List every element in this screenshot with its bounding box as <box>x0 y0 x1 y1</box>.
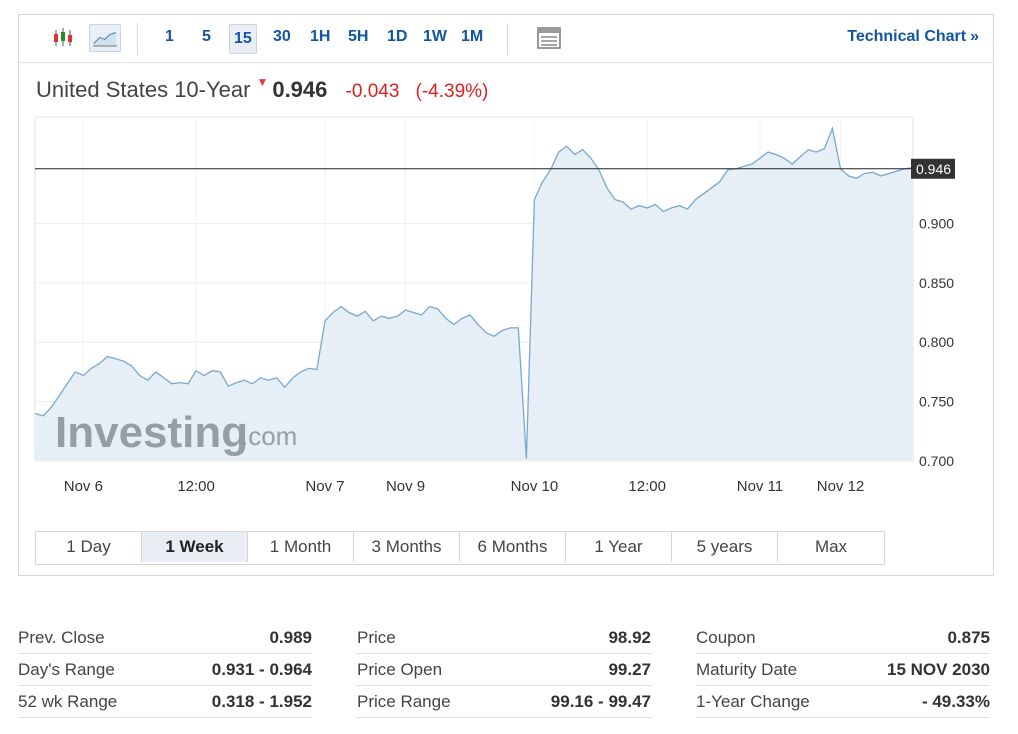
table-icon[interactable] <box>533 24 565 52</box>
stat-label: Coupon <box>696 628 756 647</box>
range-3-months[interactable]: 3 Months <box>354 532 460 562</box>
stat-value: 99.27 <box>608 660 651 679</box>
stat-label: 1-Year Change <box>696 692 810 711</box>
instrument-name: United States 10-Year <box>36 77 251 102</box>
y-axis: 0.900 0.850 0.800 0.750 0.700 <box>919 215 954 469</box>
stat-value: 98.92 <box>608 628 651 647</box>
area-chart-icon[interactable] <box>89 24 121 52</box>
chart-toolbar: 1 5 15 30 1H 5H 1D 1W 1M Technical Chart… <box>19 15 993 63</box>
stat-value: 0.875 <box>947 628 990 647</box>
stat-maturity-date: Maturity Date 15 NOV 2030 <box>696 654 990 686</box>
stat-label: Maturity Date <box>696 660 798 679</box>
stat-label: Price Open <box>357 660 443 679</box>
y-tick-label: 0.800 <box>919 334 954 350</box>
price-change-percent: (-4.39%) <box>415 81 489 102</box>
interval-1w[interactable]: 1W <box>423 28 447 45</box>
chart-panel: 1 5 15 30 1H 5H 1D 1W 1M Technical Chart… <box>18 14 994 576</box>
instrument-header: United States 10-Year ▼ 0.946 -0.043 (-4.3… <box>36 75 489 103</box>
y-tick-label: 0.850 <box>919 275 954 291</box>
interval-1h[interactable]: 1H <box>310 28 331 45</box>
watermark-suffix: .com <box>241 421 297 451</box>
interval-15[interactable]: 15 <box>229 24 257 54</box>
stat-value: - 49.33% <box>921 692 990 711</box>
stats-column-1: Prev. Close 0.989 Day's Range 0.931 - 0.96… <box>18 622 312 718</box>
watermark-brand: Investing <box>55 408 248 457</box>
x-tick-label: Nov 9 <box>386 478 425 495</box>
investing-watermark: Investing .com <box>55 408 297 457</box>
x-tick-label: Nov 6 <box>64 478 103 495</box>
price-change: -0.043 <box>345 81 400 102</box>
stat-label: Prev. Close <box>18 628 105 647</box>
stat-value: 15 NOV 2030 <box>886 660 990 679</box>
y-tick-label: 0.750 <box>919 394 954 410</box>
candlestick-icon[interactable] <box>47 24 79 52</box>
stat-price-open: Price Open 99.27 <box>357 654 651 686</box>
technical-chart-link[interactable]: Technical Chart» <box>847 28 979 46</box>
x-tick-label: 12:00 <box>177 478 215 495</box>
interval-5[interactable]: 5 <box>202 28 211 45</box>
stat-label: Price <box>357 628 396 647</box>
y-tick-label: 0.900 <box>919 215 954 231</box>
stats-column-3: Coupon 0.875 Maturity Date 15 NOV 2030 1-Y… <box>696 622 990 718</box>
range-1-month[interactable]: 1 Month <box>248 532 354 562</box>
stat-52wk-range: 52 wk Range 0.318 - 1.952 <box>18 686 312 718</box>
toolbar-divider <box>137 23 138 55</box>
stat-value: 0.989 <box>269 628 312 647</box>
double-chevron-right-icon: » <box>970 28 979 45</box>
y-tick-label: 0.700 <box>919 453 954 469</box>
stat-days-range: Day's Range 0.931 - 0.964 <box>18 654 312 686</box>
x-tick-label: Nov 11 <box>737 478 783 495</box>
stat-label: Day's Range <box>18 660 115 679</box>
x-tick-label: 12:00 <box>628 478 666 495</box>
current-price-label: 0.946 <box>916 161 951 177</box>
x-axis: Nov 6 12:00 Nov 7 Nov 9 Nov 10 12:00 Nov 11 Nov… <box>64 478 865 495</box>
stat-value: 0.931 - 0.964 <box>211 660 312 679</box>
current-price-badge: 0.946 <box>911 158 955 179</box>
stat-label: 52 wk Range <box>18 692 118 711</box>
price-area-fill <box>35 128 913 461</box>
stats-column-2: Price 98.92 Price Open 99.27 Price Range 99… <box>357 622 651 718</box>
range-max[interactable]: Max <box>814 537 848 556</box>
x-tick-label: Nov 12 <box>817 478 865 495</box>
range-1-year[interactable]: 1 Year <box>566 532 672 562</box>
stat-label: Price Range <box>357 692 451 711</box>
toolbar-divider <box>507 23 508 55</box>
technical-chart-label: Technical Chart <box>847 28 967 45</box>
interval-1d[interactable]: 1D <box>387 28 408 45</box>
price-chart: Investing .com 0.946 0.900 0.850 0.800 0.75… <box>34 116 955 495</box>
stat-value: 99.16 - 99.47 <box>550 692 651 711</box>
stat-coupon: Coupon 0.875 <box>696 622 990 654</box>
interval-1m[interactable]: 1M <box>461 28 484 45</box>
x-tick-label: Nov 10 <box>511 478 559 495</box>
last-price: 0.946 <box>272 77 328 102</box>
stat-1-year-change: 1-Year Change - 49.33% <box>696 686 990 718</box>
down-arrow-icon: ▼ <box>256 75 269 89</box>
interval-1[interactable]: 1 <box>165 28 174 45</box>
range-1-day[interactable]: 1 Day <box>36 532 142 562</box>
x-tick-label: Nov 7 <box>305 478 344 495</box>
stat-prev-close: Prev. Close 0.989 <box>18 622 312 654</box>
price-line <box>34 126 914 459</box>
stat-price-range: Price Range 99.16 - 99.47 <box>357 686 651 718</box>
stat-value: 0.318 - 1.952 <box>211 692 312 711</box>
range-1-week[interactable]: 1 Week <box>142 532 248 562</box>
range-6-months[interactable]: 6 Months <box>460 532 566 562</box>
interval-5h[interactable]: 5H <box>348 28 369 45</box>
range-5-years[interactable]: 5 years <box>672 532 778 562</box>
stat-price: Price 98.92 <box>357 622 651 654</box>
range-selector: 1 Day 1 Week 1 Month 3 Months 6 Months 1… <box>35 531 885 565</box>
interval-30[interactable]: 30 <box>273 28 291 45</box>
